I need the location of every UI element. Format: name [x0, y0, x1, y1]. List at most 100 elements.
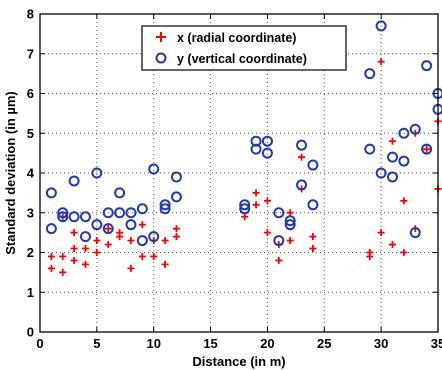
x-tick-label: 15: [203, 336, 217, 351]
point-x-radial: [47, 264, 55, 272]
point-x-radial: [400, 197, 408, 205]
point-y-vertical: [148, 163, 160, 175]
point-y-vertical: [125, 219, 137, 231]
point-x-radial: [93, 237, 101, 245]
point-x-radial: [286, 209, 294, 217]
point-y-vertical: [91, 167, 103, 179]
point-x-radial: [116, 229, 124, 237]
legend-label-y: y (vertical coordinate): [177, 52, 307, 66]
point-y-vertical: [79, 231, 91, 243]
point-x-radial: [70, 256, 78, 264]
point-y-vertical: [273, 235, 285, 247]
point-y-vertical: [114, 207, 126, 219]
point-x-radial: [252, 189, 260, 197]
point-x-radial: [161, 260, 169, 268]
y-tick-label: 6: [27, 86, 34, 101]
point-y-vertical: [45, 223, 57, 235]
y-tick-label: 4: [27, 166, 35, 181]
y-tick-label: 5: [27, 126, 34, 141]
point-y-vertical: [159, 203, 171, 215]
point-x-radial: [59, 268, 67, 276]
point-x-radial: [127, 264, 135, 272]
point-y-vertical: [307, 159, 319, 171]
point-y-vertical: [170, 171, 182, 183]
y-tick-label: 2: [27, 245, 34, 260]
point-y-vertical: [284, 215, 296, 227]
x-tick-label: 5: [93, 336, 100, 351]
point-y-vertical: [387, 151, 399, 163]
point-y-vertical: [250, 143, 262, 155]
point-x-radial: [263, 197, 271, 205]
point-x-radial: [161, 237, 169, 245]
point-x-radial: [172, 233, 180, 241]
point-x-radial: [377, 229, 385, 237]
legend-marker-x-icon: [156, 32, 166, 42]
point-y-vertical: [102, 223, 114, 235]
point-y-vertical: [387, 171, 399, 183]
series-0: [47, 58, 442, 276]
point-y-vertical: [375, 20, 387, 32]
point-x-radial: [389, 241, 397, 249]
point-x-radial: [150, 252, 158, 260]
point-y-vertical: [159, 199, 171, 211]
point-x-radial: [104, 241, 112, 249]
point-x-radial: [127, 237, 135, 245]
x-tick-label: 35: [431, 336, 442, 351]
point-x-radial: [286, 237, 294, 245]
legend: x (radial coordinate) y (vertical coordi…: [141, 25, 347, 71]
point-y-vertical: [409, 123, 421, 135]
point-x-radial: [59, 252, 67, 260]
point-y-vertical: [239, 199, 251, 211]
legend-marker-y-icon: [155, 52, 167, 64]
x-tick-label: 10: [146, 336, 160, 351]
point-x-radial: [309, 233, 317, 241]
point-y-vertical: [296, 139, 308, 151]
y-tick-label: 1: [27, 285, 34, 300]
point-y-vertical: [79, 211, 91, 223]
point-y-vertical: [57, 211, 69, 223]
point-y-vertical: [68, 175, 80, 187]
point-y-vertical: [421, 60, 433, 72]
axis-ticks: 0 5 10 15 20 25 30 35 0 1 2 3 4 5 6 7 8: [27, 7, 442, 352]
point-y-vertical: [296, 179, 308, 191]
point-x-radial: [81, 245, 89, 253]
point-y-vertical: [136, 235, 148, 247]
y-tick-label: 0: [27, 325, 34, 340]
point-y-vertical: [91, 219, 103, 231]
point-x-radial: [81, 260, 89, 268]
point-x-radial: [241, 213, 249, 221]
y-tick-label: 8: [27, 7, 34, 22]
point-y-vertical: [261, 147, 273, 159]
x-tick-label: 20: [260, 336, 274, 351]
x-tick-label: 30: [374, 336, 388, 351]
point-x-radial: [104, 225, 112, 233]
point-x-radial: [70, 245, 78, 253]
x-tick-label: 25: [317, 336, 331, 351]
point-x-radial: [366, 249, 374, 256]
point-y-vertical: [409, 227, 421, 239]
point-y-vertical: [261, 135, 273, 147]
y-tick-label: 3: [27, 205, 34, 220]
point-x-radial: [275, 256, 283, 264]
point-x-radial: [172, 225, 180, 233]
y-axis-label: Standard deviation (in µm): [3, 91, 18, 255]
x-axis-label: Distance (in m): [192, 354, 285, 369]
point-y-vertical: [102, 207, 114, 219]
point-y-vertical: [170, 191, 182, 203]
point-y-vertical: [239, 203, 251, 215]
point-x-radial: [93, 249, 101, 256]
point-y-vertical: [398, 155, 410, 167]
point-y-vertical: [148, 231, 160, 243]
point-y-vertical: [68, 211, 80, 223]
point-y-vertical: [364, 143, 376, 155]
point-y-vertical: [421, 143, 433, 155]
legend-box: [141, 25, 347, 71]
point-y-vertical: [364, 68, 376, 80]
point-x-radial: [263, 229, 271, 237]
point-y-vertical: [45, 187, 57, 199]
point-y-vertical: [398, 127, 410, 139]
point-y-vertical: [57, 207, 69, 219]
point-x-radial: [138, 252, 146, 260]
point-x-radial: [70, 229, 78, 237]
